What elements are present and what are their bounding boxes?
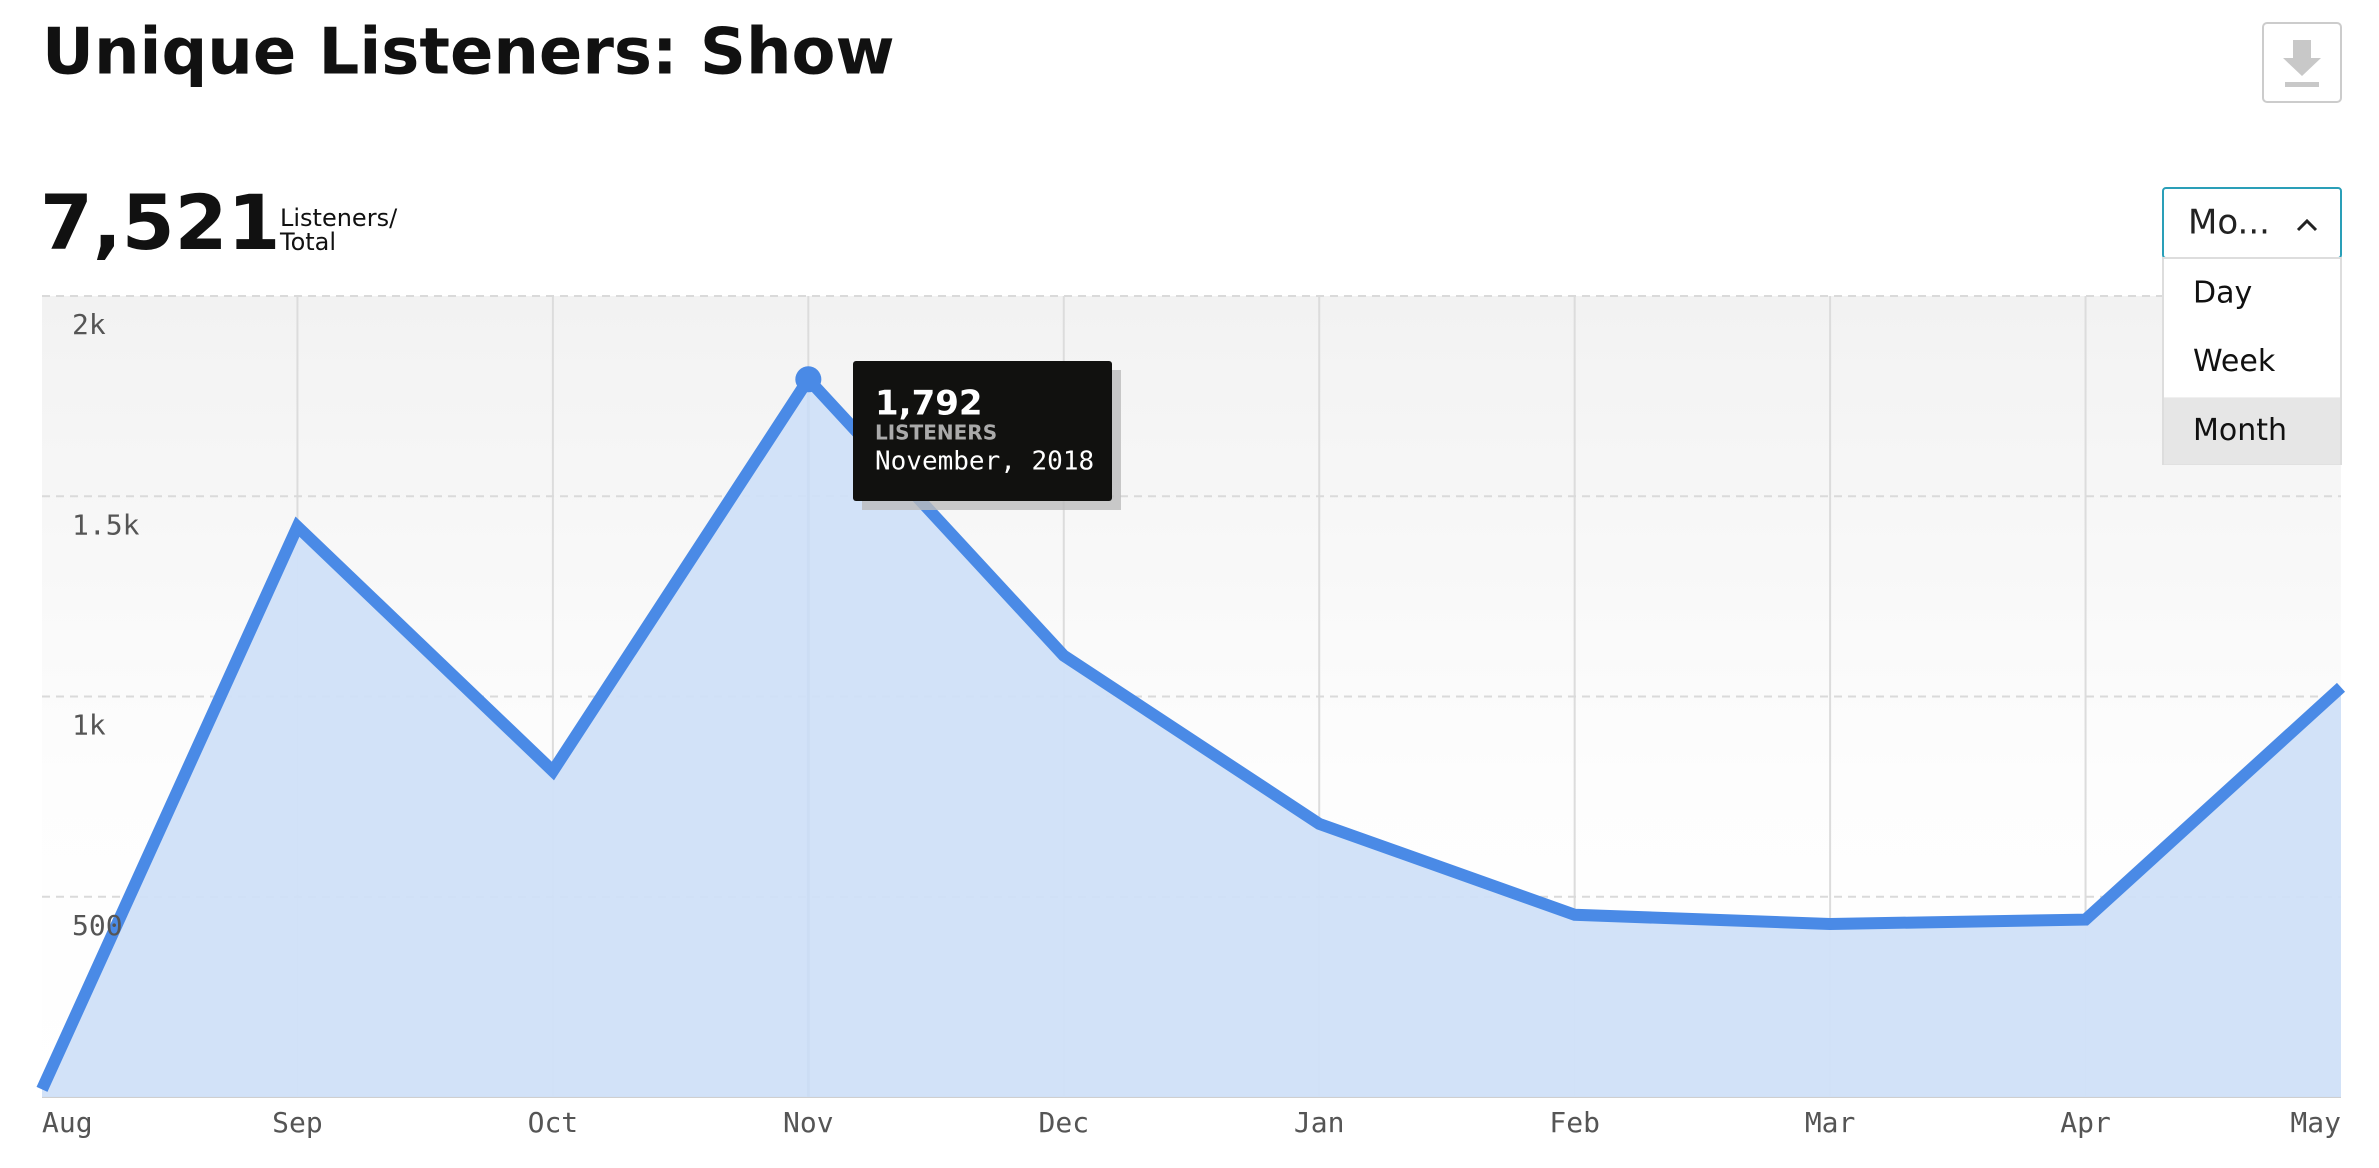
x-tick-label: Dec	[1038, 1106, 1089, 1139]
line	[36, 369, 2346, 1092]
y-tick-label: 1.5k	[72, 508, 140, 541]
dropdown-caret[interactable]	[2296, 218, 2318, 232]
tooltip-date: November, 2018	[875, 447, 1094, 477]
total-value: 7,521	[40, 178, 280, 267]
x-tick-label: Jan	[1294, 1106, 1345, 1139]
chart: Aug Sep Oct Nov Dec Jan Feb Mar Apr May 500 1k 1.5k 2…	[36, 295, 2346, 1139]
download-button[interactable]	[2262, 22, 2342, 103]
hover-point	[795, 366, 822, 393]
y-tick-label: 2k	[72, 308, 106, 341]
x-tick-label: Aug	[42, 1106, 93, 1139]
dropdown-highlight	[2164, 397, 2340, 465]
x-tick-label: Sep	[272, 1106, 323, 1139]
total-label: Listeners/	[280, 204, 398, 232]
tooltip-box	[853, 361, 1112, 501]
x-tick-label: Nov	[783, 1106, 834, 1139]
tooltip-value: 1,792	[875, 384, 983, 424]
y-tick-label: 1k	[72, 709, 106, 742]
x-tick-label: Feb	[1549, 1106, 1600, 1139]
y-tick-label: 500	[72, 909, 123, 942]
dropdown-selected[interactable]: Mo...	[2188, 203, 2270, 243]
x-tick-label: Mar	[1805, 1106, 1856, 1139]
download-icon	[2283, 40, 2321, 87]
dropdown-option[interactable]: Month	[2193, 413, 2287, 448]
tooltip-label: LISTENERS	[875, 421, 997, 445]
dropdown-option[interactable]: Week	[2193, 344, 2276, 379]
total-label: Total	[279, 228, 336, 256]
x-tick-label: Oct	[528, 1106, 579, 1139]
x-tick-label: Apr	[2060, 1106, 2111, 1139]
dropdown-option[interactable]: Day	[2193, 276, 2252, 311]
x-tick-label: May	[2290, 1106, 2341, 1139]
page-title: Unique Listeners: Show	[42, 16, 895, 90]
area	[42, 379, 2341, 1098]
